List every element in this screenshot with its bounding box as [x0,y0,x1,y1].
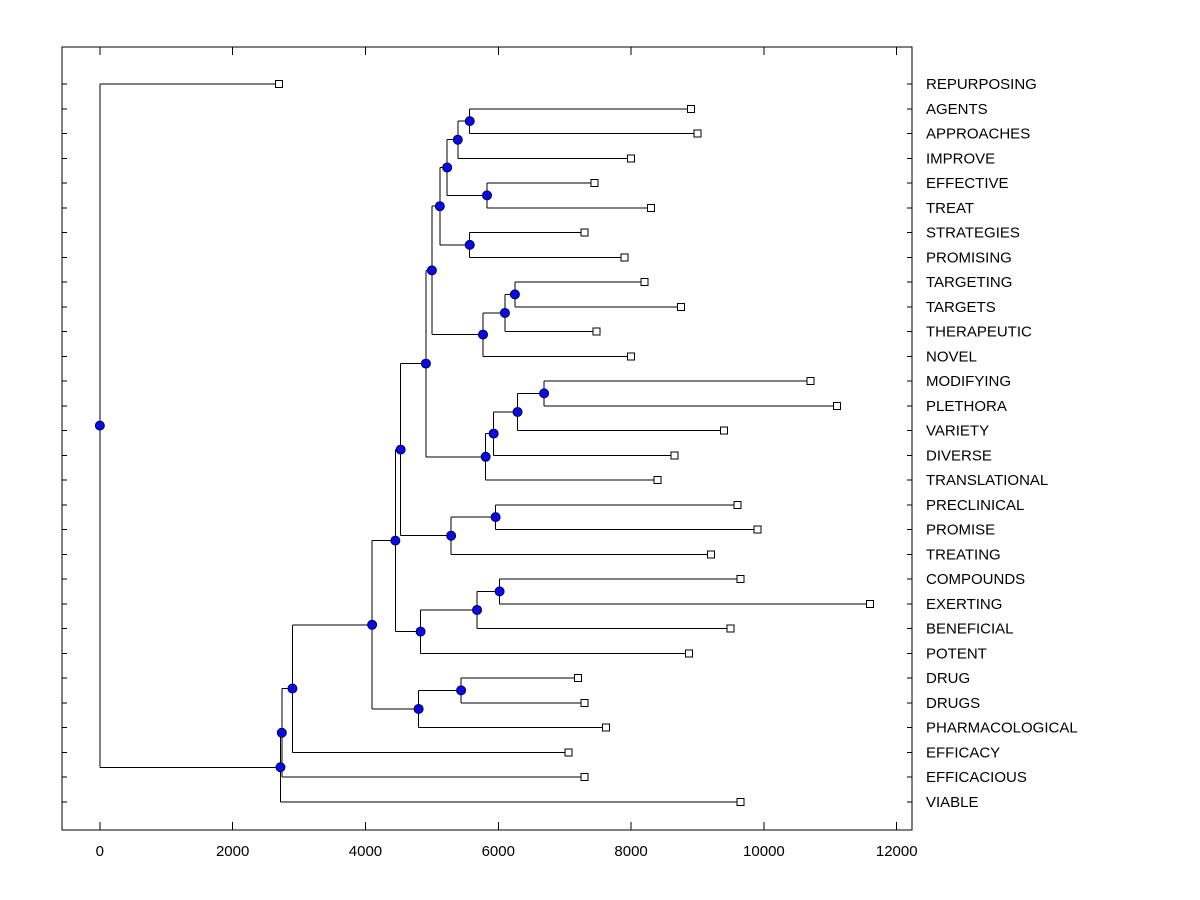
cluster-node-marker [420,358,431,369]
leaf-marker [733,500,742,509]
leaf-marker [580,698,589,707]
leaf-marker [601,723,610,732]
leaf-label: MODIFYING [926,373,1011,390]
cluster-node-marker [442,162,453,173]
cluster-node-marker [464,116,475,127]
leaf-marker [676,302,685,311]
cluster-node-marker [472,604,483,615]
leaf-label: NOVEL [926,348,977,365]
leaf-marker [684,649,693,658]
leaf-marker [706,550,715,559]
leaf-label: PRECLINICAL [926,497,1024,514]
leaf-label: VARIETY [926,423,989,440]
leaf-marker [564,748,573,757]
cluster-node-marker [539,388,550,399]
leaf-label: EFFICACY [926,744,1000,761]
cluster-node-marker [452,134,463,145]
leaf-label: TREATING [926,546,1001,563]
cluster-node-marker [434,201,445,212]
leaf-label: PROMISING [926,249,1012,266]
leaf-label: DIVERSE [926,447,992,464]
x-axis-tick-label: 4000 [349,843,382,860]
leaf-label: DRUGS [926,695,980,712]
cluster-node-marker [287,683,298,694]
cluster-node-marker [480,451,491,462]
leaf-label: TRANSLATIONAL [926,472,1048,489]
cluster-node-marker [499,307,510,318]
x-axis-tick-label: 10000 [743,843,785,860]
leaf-marker [736,797,745,806]
leaf-label: DRUG [926,670,970,687]
cluster-node-marker [490,512,501,523]
leaf-marker [693,129,702,138]
cluster-node-marker [464,239,475,250]
leaf-label: EXERTING [926,596,1002,613]
leaf-marker [590,179,599,187]
leaf-label: TREAT [926,200,974,217]
leaf-label: VIABLE [926,794,979,811]
cluster-node-marker [415,626,426,637]
cluster-node-marker [482,190,492,201]
leaf-marker [736,575,745,583]
x-axis-tick-label: 2000 [216,843,249,860]
cluster-node-marker [395,444,406,455]
cluster-node-marker [446,530,457,541]
cluster-node-marker [509,289,520,300]
leaf-marker [627,154,636,163]
leaf-label: PROMISE [926,522,995,539]
leaf-marker [592,327,601,336]
leaf-marker [580,228,589,237]
leaf-marker [647,203,656,212]
leaf-marker [866,599,875,608]
leaf-marker [686,104,695,113]
x-axis-tick-label: 0 [96,843,104,860]
leaf-label: TARGETS [926,299,996,316]
x-axis-tick-label: 8000 [614,843,647,860]
cluster-node-marker [478,329,489,340]
plot-box [61,46,913,831]
leaf-label: EFFECTIVE [926,175,1009,192]
leaf-marker [670,451,679,460]
leaf-label: REPURPOSING [926,76,1037,93]
leaf-marker [573,674,582,682]
leaf-label: THERAPEUTIC [926,324,1032,341]
leaf-marker [720,426,729,435]
leaf-label: APPROACHES [926,126,1030,143]
cluster-node-marker [275,762,286,773]
cluster-node-marker [390,535,401,546]
leaf-label: POTENT [926,645,987,662]
leaf-marker [726,624,735,633]
x-axis-tick-label: 6000 [482,843,515,860]
leaf-label: TARGETING [926,274,1012,291]
cluster-node-marker [276,727,287,738]
leaf-label: COMPOUNDS [926,571,1025,588]
cluster-node-marker [512,406,523,417]
leaf-marker [640,278,649,286]
x-axis-tick-label: 12000 [876,843,918,860]
leaf-label: PHARMACOLOGICAL [926,720,1078,737]
leaf-marker [832,401,841,410]
leaf-marker [275,80,284,88]
leaf-label: IMPROVE [926,150,995,167]
leaf-marker [627,352,636,361]
leaf-label: PLETHORA [926,398,1007,415]
leaf-marker [620,253,629,262]
cluster-node-marker [494,586,505,597]
leaf-label: BENEFICIAL [926,621,1014,638]
cluster-node-marker [456,685,467,696]
leaf-marker [580,773,589,781]
cluster-node-marker [426,265,437,276]
cluster-node-marker [94,420,105,431]
cluster-node-marker [367,619,378,630]
leaf-label: AGENTS [926,101,988,118]
cluster-node-marker [488,428,499,439]
leaf-marker [806,377,815,385]
leaf-marker [653,476,662,484]
leaf-label: STRATEGIES [926,225,1020,242]
leaf-marker [753,525,762,534]
cluster-node-marker [413,703,424,714]
leaf-label: EFFICACIOUS [926,769,1027,786]
